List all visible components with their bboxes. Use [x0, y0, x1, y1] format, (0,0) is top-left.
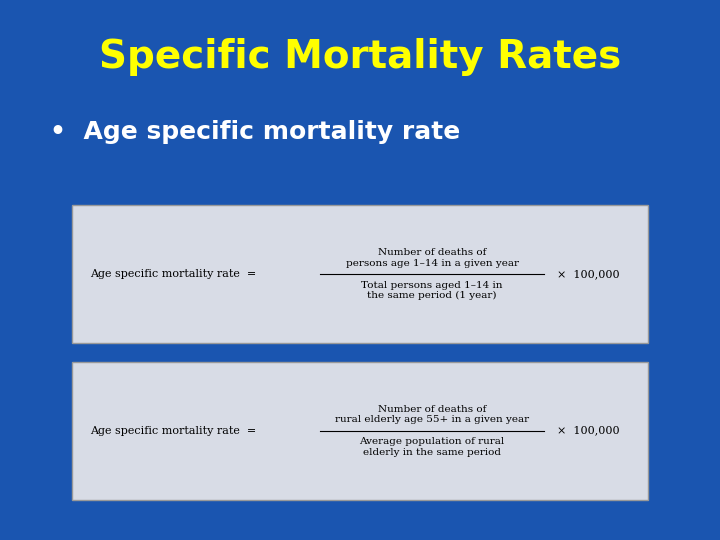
- FancyBboxPatch shape: [72, 205, 648, 343]
- Text: Number of deaths of
persons age 1–14 in a given year: Number of deaths of persons age 1–14 in …: [346, 248, 518, 268]
- Text: Specific Mortality Rates: Specific Mortality Rates: [99, 38, 621, 76]
- Text: ×  100,000: × 100,000: [557, 426, 619, 436]
- Text: Average population of rural
elderly in the same period: Average population of rural elderly in t…: [359, 437, 505, 456]
- Text: Age specific mortality rate  =: Age specific mortality rate =: [90, 426, 256, 436]
- Text: Total persons aged 1–14 in
the same period (1 year): Total persons aged 1–14 in the same peri…: [361, 281, 503, 300]
- Text: Number of deaths of
rural elderly age 55+ in a given year: Number of deaths of rural elderly age 55…: [335, 405, 529, 424]
- Text: Age specific mortality rate  =: Age specific mortality rate =: [90, 269, 256, 279]
- Text: •  Age specific mortality rate: • Age specific mortality rate: [50, 120, 461, 144]
- FancyBboxPatch shape: [72, 362, 648, 500]
- Text: ×  100,000: × 100,000: [557, 269, 619, 279]
